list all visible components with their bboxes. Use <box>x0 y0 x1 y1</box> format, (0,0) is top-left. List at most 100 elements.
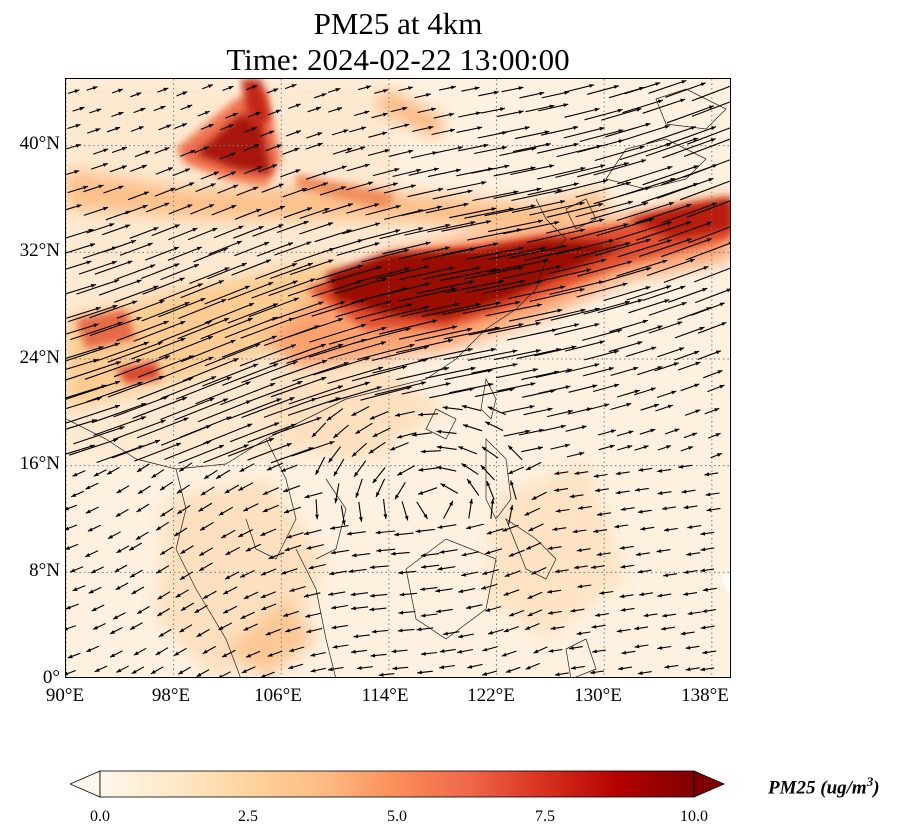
wind-arrow <box>134 442 182 462</box>
y-tick-16n: 16°N <box>19 453 60 474</box>
wind-arrow <box>554 672 569 677</box>
wind-arrow <box>66 669 76 676</box>
wind-arrow <box>288 103 301 110</box>
wind-arrow <box>260 528 277 537</box>
wind-arrow <box>418 412 439 417</box>
wind-arrow <box>375 265 430 280</box>
wind-arrow <box>312 357 371 376</box>
wind-arrow <box>461 86 480 92</box>
wind-arrow <box>586 403 610 411</box>
wind-arrow <box>224 316 278 339</box>
wind-arrow <box>465 279 525 294</box>
wind-arrow <box>218 506 234 516</box>
wind-arrow <box>686 552 701 557</box>
wind-arrow <box>222 586 238 595</box>
wind-arrow <box>285 626 301 633</box>
wind-arrow <box>584 108 623 121</box>
wind-arrow <box>467 349 518 361</box>
wind-arrow <box>158 335 214 359</box>
wind-arrow <box>577 139 624 153</box>
x-tick-130e: 130°E <box>574 685 622 706</box>
wind-arrow <box>394 482 406 500</box>
wind-arrow <box>465 523 484 530</box>
wind-arrow <box>116 299 165 319</box>
wind-arrow <box>348 568 367 573</box>
wind-arrow <box>582 329 623 341</box>
wind-arrow <box>129 622 143 631</box>
wind-arrow <box>555 508 570 513</box>
wind-arrow <box>281 568 298 575</box>
wind-arrow <box>308 563 326 570</box>
wind-arrow <box>505 666 521 673</box>
wind-arrow <box>103 185 124 194</box>
colorbar-label: PM25 (ug/m3) <box>768 774 880 799</box>
wind-arrow <box>112 439 161 459</box>
wind-arrow <box>684 409 701 416</box>
wind-arrow <box>496 368 539 379</box>
wind-arrow <box>85 506 99 514</box>
wind-arrow <box>78 260 117 275</box>
wind-arrow <box>286 532 304 539</box>
wind-arrow <box>328 591 346 596</box>
wind-arrow <box>596 512 611 517</box>
wind-arrow <box>536 167 586 180</box>
wind-arrow <box>230 422 280 443</box>
wind-arrow <box>655 404 673 412</box>
wind-arrow <box>239 344 297 367</box>
wind-arrow <box>155 647 169 656</box>
wind-arrow <box>283 610 299 617</box>
wind-arrow <box>107 531 121 540</box>
wind-arrow <box>372 168 400 177</box>
wind-arrow <box>87 524 101 532</box>
wind-arrow <box>467 663 483 669</box>
x-tick-114e: 114°E <box>361 685 409 706</box>
y-tick-24n: 24°N <box>19 347 60 368</box>
wind-arrow <box>94 260 133 275</box>
wind-arrow <box>480 583 498 590</box>
wind-arrow <box>702 587 717 592</box>
wind-arrow <box>661 626 675 631</box>
wind-arrow <box>176 505 191 515</box>
wind-arrow <box>269 343 327 365</box>
wind-arrow <box>174 122 188 130</box>
wind-arrow <box>639 592 654 597</box>
wind-arrow <box>66 380 121 400</box>
wind-arrow <box>133 107 146 114</box>
wind-arrow <box>627 325 663 338</box>
wind-arrow <box>640 526 655 531</box>
wind-arrow <box>457 648 474 654</box>
wind-arrow <box>572 529 587 534</box>
wind-arrow <box>197 110 210 117</box>
wind-arrow <box>204 302 255 324</box>
wind-arrow <box>241 396 295 419</box>
wind-arrow <box>594 238 651 257</box>
wind-arrow <box>423 266 481 280</box>
wind-arrow <box>549 280 604 295</box>
wind-arrow <box>705 492 720 497</box>
wind-arrow <box>550 443 571 450</box>
wind-arrow <box>465 604 483 610</box>
wind-arrow <box>116 264 156 280</box>
wind-arrow <box>202 363 259 387</box>
wind-arrow <box>351 606 369 611</box>
gridlines <box>66 79 730 677</box>
wind-arrow <box>462 300 521 315</box>
wind-arrow <box>128 542 142 551</box>
wind-arrow <box>540 125 579 136</box>
wind-arrow <box>308 338 367 358</box>
wind-arrow <box>664 126 717 146</box>
wind-arrow <box>443 242 499 256</box>
wind-arrow <box>615 490 630 495</box>
wind-arrow <box>577 584 592 589</box>
wind-arrow <box>458 143 489 152</box>
wind-arrow <box>592 383 620 393</box>
wind-arrow <box>255 262 298 280</box>
wind-arrow <box>395 338 454 354</box>
wind-arrow <box>93 416 147 436</box>
wind-arrow <box>464 266 524 280</box>
wind-arrow <box>525 542 542 550</box>
wind-arrow <box>90 566 105 574</box>
wind-arrow <box>378 672 395 677</box>
wind-arrow <box>159 320 212 343</box>
wind-arrow <box>374 381 427 396</box>
